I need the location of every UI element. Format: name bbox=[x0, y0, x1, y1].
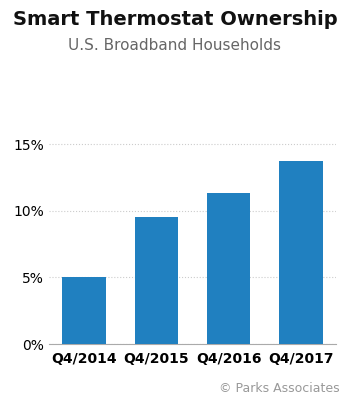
Bar bbox=[207, 193, 251, 344]
Text: U.S. Broadband Households: U.S. Broadband Households bbox=[69, 38, 281, 53]
Bar bbox=[62, 277, 106, 344]
Bar bbox=[134, 217, 178, 344]
Bar bbox=[279, 161, 323, 344]
Text: © Parks Associates: © Parks Associates bbox=[219, 382, 340, 395]
Text: Smart Thermostat Ownership: Smart Thermostat Ownership bbox=[13, 10, 337, 29]
